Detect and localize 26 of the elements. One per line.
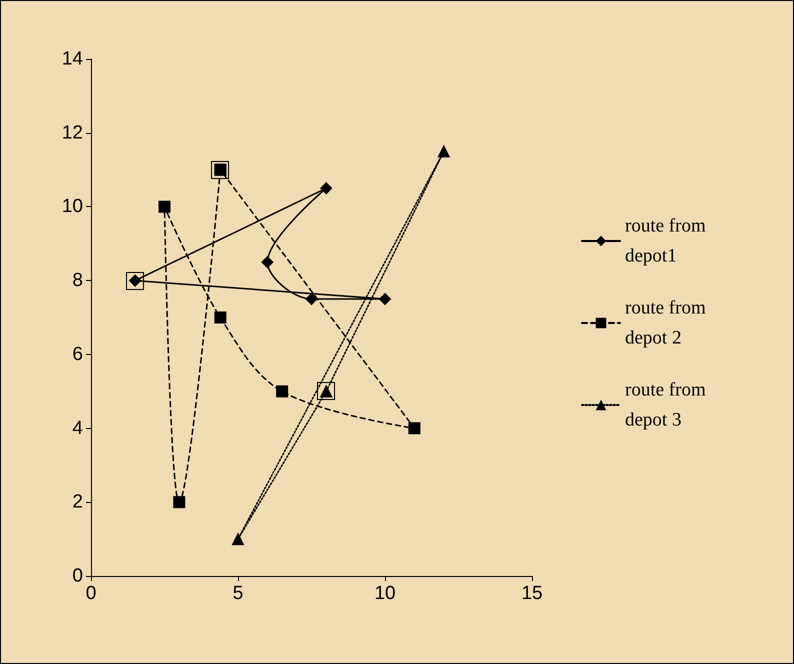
- y-tick-label: 8: [72, 270, 83, 292]
- y-tick-label: 0: [72, 566, 83, 586]
- x-tick-label: 15: [521, 583, 543, 604]
- point: [158, 200, 170, 213]
- point: [261, 256, 274, 268]
- point: [408, 422, 420, 434]
- y-tick-label: 2: [72, 492, 83, 513]
- x-tick-label: 0: [86, 583, 96, 604]
- y-tick-label: 6: [72, 344, 83, 365]
- point: [438, 145, 450, 158]
- y-tick-label: 12: [62, 122, 83, 144]
- point: [306, 293, 318, 306]
- point: [276, 385, 288, 398]
- point: [379, 293, 391, 306]
- y-tick-label: 4: [72, 418, 84, 439]
- point: [320, 182, 332, 194]
- legend-label: route from depot 2: [625, 298, 710, 348]
- y-tick-label: 14: [62, 48, 84, 70]
- y-tick-label: 10: [62, 196, 83, 218]
- point: [173, 496, 186, 508]
- point: [214, 312, 226, 324]
- x-tick-label: 10: [374, 583, 396, 604]
- x-tick-label: 5: [232, 583, 244, 604]
- legend-label: route from depot 3: [625, 380, 710, 430]
- legend-label: route from depot1: [625, 216, 710, 266]
- point: [232, 533, 244, 546]
